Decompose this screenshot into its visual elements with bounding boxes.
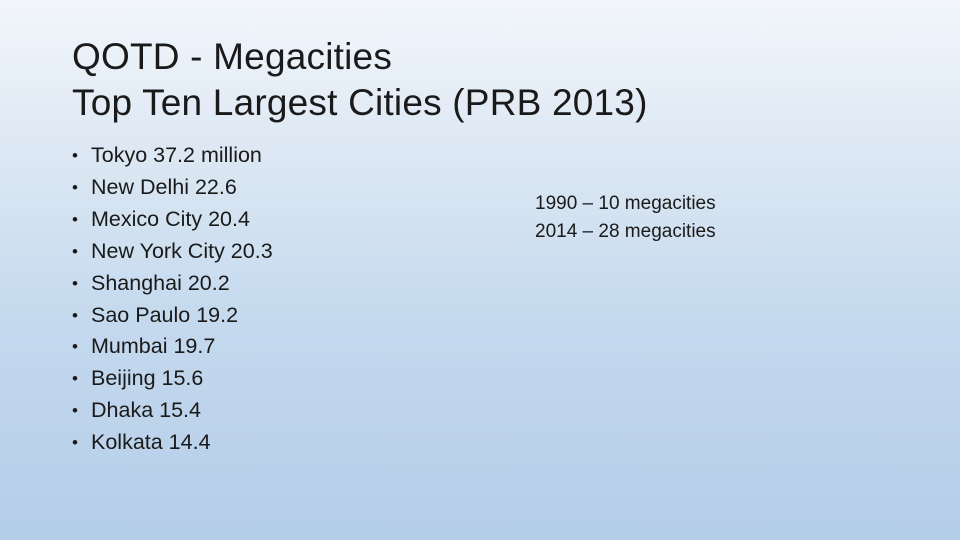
list-item: • Mexico City 20.4 [72,204,273,236]
bullet-icon: • [72,273,78,293]
title-line-1: QOTD - Megacities [72,36,393,77]
city-entry: Mumbai 19.7 [91,334,216,359]
list-item: • New York City 20.3 [72,236,273,268]
title-line-2: Top Ten Largest Cities (PRB 2013) [72,82,648,123]
list-item: • Mumbai 19.7 [72,331,273,363]
city-entry: New York City 20.3 [91,238,273,263]
bullet-icon: • [72,337,78,357]
list-item: • New Delhi 22.6 [72,172,273,204]
bullet-icon: • [72,177,78,197]
bullet-icon: • [72,146,78,165]
city-entry: Shanghai 20.2 [91,270,230,295]
slide-title: QOTD - Megacities Top Ten Largest Cities… [72,34,892,126]
bullet-icon: • [72,209,78,229]
city-entry: Kolkata 14.4 [91,430,211,455]
city-entry: Beijing 15.6 [91,366,204,391]
city-list: • Tokyo 37.2 million • New Delhi 22.6 • Mex… [72,140,273,459]
bullet-icon: • [72,433,78,453]
stat-1990: 1990 – 10 megacities [535,193,716,214]
megacity-stats: 1990 – 10 megacities 2014 – 28 megacitie… [535,190,716,246]
list-item: • Dhaka 15.4 [72,395,273,427]
list-item: • Shanghai 20.2 [72,268,273,300]
list-item: • Tokyo 37.2 million [72,140,273,172]
list-item: • Kolkata 14.4 [72,427,273,459]
list-item: • Beijing 15.6 [72,363,273,395]
stat-2014: 2014 – 28 megacities [535,221,716,242]
bullet-icon: • [72,369,78,389]
city-entry: Sao Paulo 19.2 [91,302,239,327]
city-entry: Dhaka 15.4 [91,398,201,423]
list-item: • Sao Paulo 19.2 [72,300,273,332]
bullet-icon: • [72,305,78,325]
bullet-icon: • [72,401,78,421]
bullet-icon: • [72,241,78,261]
city-entry: Tokyo 37.2 million [91,143,262,167]
city-entry: Mexico City 20.4 [91,206,250,231]
city-entry: New Delhi 22.6 [91,174,237,199]
